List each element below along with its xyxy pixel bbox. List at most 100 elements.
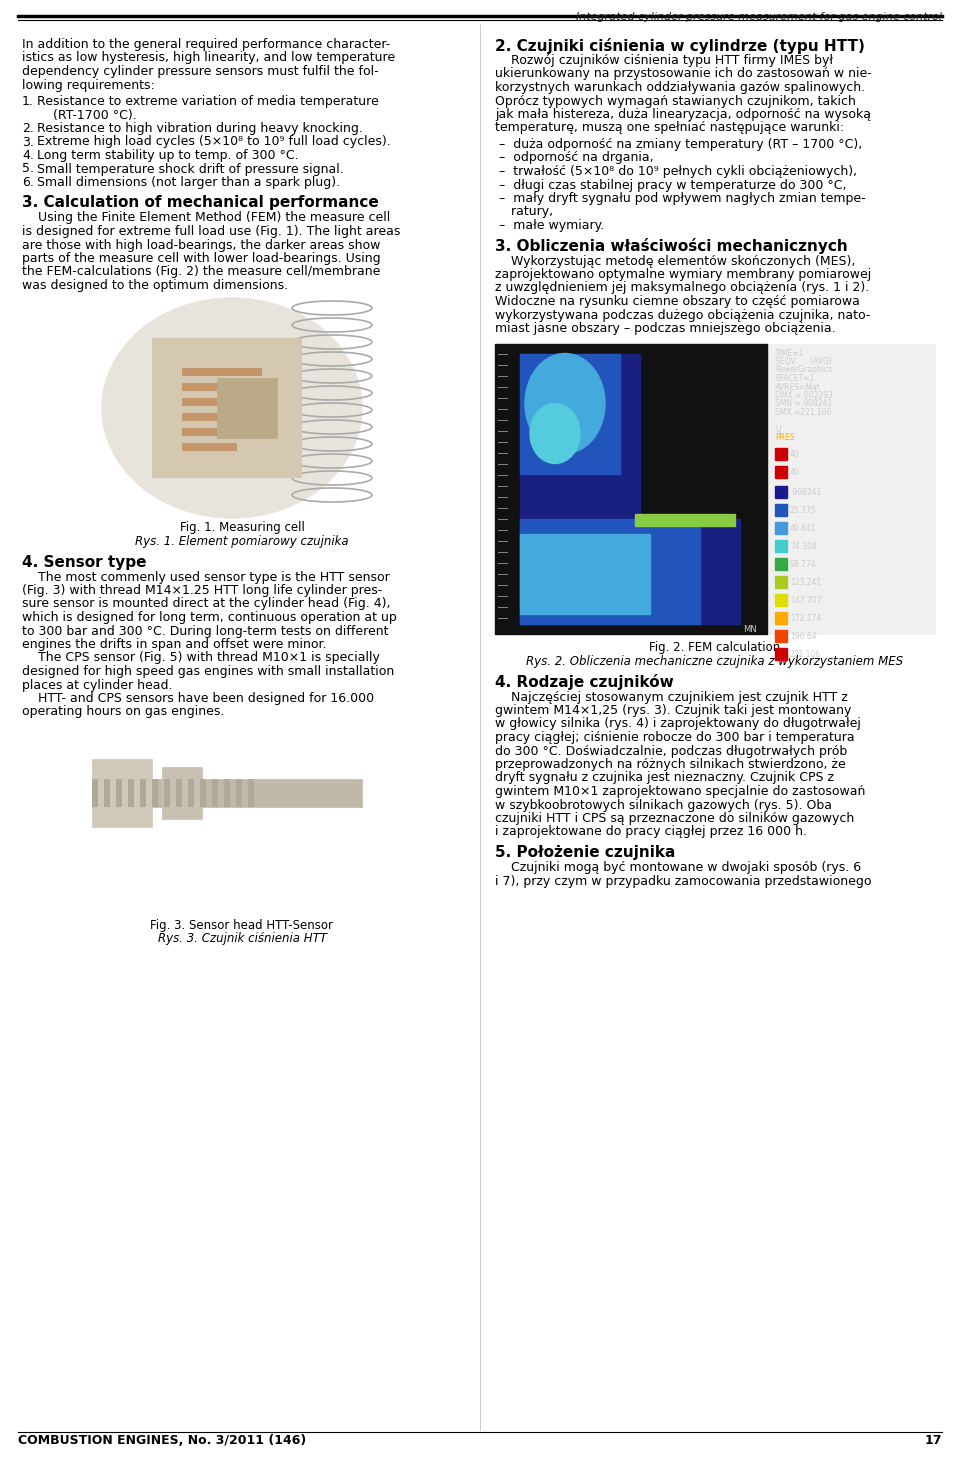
Text: 5.: 5.	[22, 162, 34, 175]
Bar	[182, 383, 232, 390]
Text: przeprowadzonych na różnych silnikach stwierdzono, że: przeprowadzonych na różnych silnikach st…	[495, 757, 846, 770]
Bar	[212, 779, 218, 807]
Bar	[495, 344, 767, 633]
Text: 2.: 2.	[22, 121, 34, 135]
Bar	[775, 594, 787, 607]
Text: –  mały dryft sygnału pod wpływem nagłych zmian tempe-: – mały dryft sygnału pod wpływem nagłych…	[499, 192, 866, 205]
Bar	[775, 447, 787, 461]
Text: DMX =.002293: DMX =.002293	[775, 390, 833, 401]
Text: 40: 40	[790, 468, 800, 477]
Text: 4. Sensor type: 4. Sensor type	[22, 554, 147, 570]
Text: –  małe wymiary.: – małe wymiary.	[499, 219, 604, 232]
Text: i zaprojektowane do pracy ciągłej przez 16 000 h.: i zaprojektowane do pracy ciągłej przez …	[495, 826, 807, 839]
Text: gwintem M10×1 zaprojektowano specjalnie do zastosowań: gwintem M10×1 zaprojektowano specjalnie …	[495, 785, 865, 798]
Bar	[92, 779, 98, 807]
Text: istics as low hysteresis, high linearity, and low temperature: istics as low hysteresis, high linearity…	[22, 51, 396, 64]
Ellipse shape	[102, 298, 362, 518]
Text: 6.: 6.	[22, 175, 34, 189]
Text: to 300 bar and 300 °C. During long-term tests on different: to 300 bar and 300 °C. During long-term …	[22, 624, 389, 637]
Text: In addition to the general required performance character-: In addition to the general required perf…	[22, 38, 391, 51]
Bar	[116, 779, 122, 807]
Text: –  duża odporność na zmiany temperatury (RT – 1700 °C),: – duża odporność na zmiany temperatury (…	[499, 137, 862, 151]
Text: 4. Rodzaje czujników: 4. Rodzaje czujników	[495, 674, 674, 690]
Bar	[152, 779, 158, 807]
Text: Integrated cylinder pressure measurement for gas engine control: Integrated cylinder pressure measurement…	[576, 12, 942, 22]
Bar	[520, 519, 740, 623]
Text: zaprojektowano optymalne wymiary membrany pomiarowej: zaprojektowano optymalne wymiary membran…	[495, 268, 872, 281]
Bar	[775, 466, 787, 478]
Bar	[182, 428, 262, 436]
Text: 221.106: 221.106	[790, 651, 821, 659]
Text: The most commenly used sensor type is the HTT sensor: The most commenly used sensor type is th…	[22, 570, 390, 583]
Bar	[224, 779, 230, 807]
Text: Small temperature shock drift of pressure signal.: Small temperature shock drift of pressur…	[37, 162, 344, 175]
Text: lowing requirements:: lowing requirements:	[22, 79, 155, 92]
Bar	[775, 576, 787, 588]
Text: Fig. 1. Measuring cell: Fig. 1. Measuring cell	[180, 522, 304, 535]
Text: was designed to the optimum dimensions.: was designed to the optimum dimensions.	[22, 279, 288, 292]
Bar	[140, 779, 146, 807]
Text: 3.: 3.	[22, 136, 34, 149]
Text: 3. Calculation of mechanical performance: 3. Calculation of mechanical performance	[22, 196, 379, 211]
Text: SMX =221.106: SMX =221.106	[775, 408, 831, 417]
Text: 49.841: 49.841	[790, 523, 817, 534]
Bar	[775, 558, 787, 570]
Text: MN: MN	[743, 626, 757, 635]
Text: Rozwój czujników ciśnienia typu HTT firmy IMES był: Rozwój czujników ciśnienia typu HTT firm…	[495, 54, 833, 67]
Bar	[520, 354, 640, 623]
Text: SMN =.908241: SMN =.908241	[775, 399, 832, 408]
Text: wykorzystywana podczas dużego obciążenia czujnika, nato-: wykorzystywana podczas dużego obciążenia…	[495, 308, 871, 322]
Bar	[182, 412, 242, 421]
Bar	[775, 504, 787, 516]
Text: 172.174: 172.174	[790, 614, 821, 623]
Bar	[520, 519, 700, 623]
Text: 2. Czujniki ciśnienia w cylindrze (typu HTT): 2. Czujniki ciśnienia w cylindrze (typu …	[495, 38, 865, 54]
Bar	[104, 779, 110, 807]
Bar	[92, 759, 152, 827]
Text: operating hours on gas engines.: operating hours on gas engines.	[22, 706, 225, 718]
Bar	[570, 484, 590, 513]
Bar	[152, 338, 302, 478]
Text: temperaturę, muszą one spełniać następujące warunki:: temperaturę, muszą one spełniać następuj…	[495, 121, 844, 135]
Text: 1.: 1.	[22, 95, 34, 108]
Text: parts of the measure cell with lower load-bearings. Using: parts of the measure cell with lower loa…	[22, 251, 380, 265]
Text: miast jasne obszary – podczas mniejszego obciążenia.: miast jasne obszary – podczas mniejszego…	[495, 322, 835, 335]
Text: PRES: PRES	[775, 434, 795, 443]
Bar	[182, 443, 237, 450]
Text: Rys. 2. Obliczenia mechaniczne czujnika z wykorzystaniem MES: Rys. 2. Obliczenia mechaniczne czujnika …	[526, 655, 903, 668]
Bar	[182, 368, 262, 376]
Text: .908241: .908241	[790, 488, 821, 497]
Bar	[200, 779, 206, 807]
Text: do 300 °C. Doświadczalnie, podczas długotrwałych prób: do 300 °C. Doświadczalnie, podczas długo…	[495, 744, 848, 757]
Text: 25.375: 25.375	[790, 506, 817, 515]
Bar	[236, 779, 242, 807]
Text: pracy ciągłej; ciśnienie robocze do 300 bar i temperatura: pracy ciągłej; ciśnienie robocze do 300 …	[495, 731, 854, 744]
Bar	[162, 768, 202, 819]
Text: The CPS sensor (Fig. 5) with thread M10×1 is specially: The CPS sensor (Fig. 5) with thread M10×…	[22, 652, 380, 665]
Bar	[248, 779, 254, 807]
Ellipse shape	[530, 404, 580, 463]
Text: Small dimensions (not larger than a spark plug).: Small dimensions (not larger than a spar…	[37, 175, 340, 189]
Bar	[520, 534, 650, 614]
Text: sure sensor is mounted direct at the cylinder head (Fig. 4),: sure sensor is mounted direct at the cyl…	[22, 598, 391, 611]
Text: Najczęściej stosowanym czujnikiem jest czujnik HTT z: Najczęściej stosowanym czujnikiem jest c…	[495, 690, 848, 703]
Bar	[635, 513, 735, 525]
Bar	[775, 522, 787, 534]
Text: Long term stability up to temp. of 300 °C.: Long term stability up to temp. of 300 °…	[37, 149, 299, 162]
Text: w szybkoobrotowych silnikach gazowych (rys. 5). Oba: w szybkoobrotowych silnikach gazowych (r…	[495, 798, 832, 811]
Text: ukierunkowany na przystosowanie ich do zastosowań w nie-: ukierunkowany na przystosowanie ich do z…	[495, 67, 872, 80]
Text: which is designed for long term, continuous operation at up: which is designed for long term, continu…	[22, 611, 396, 624]
Bar	[520, 354, 620, 474]
Bar	[188, 779, 194, 807]
Text: w głowicy silnika (rys. 4) i zaprojektowany do długotrwałej: w głowicy silnika (rys. 4) i zaprojektow…	[495, 718, 861, 731]
Text: jak mała histereza, duża linearyzacja, odporność na wysoką: jak mała histereza, duża linearyzacja, o…	[495, 108, 871, 121]
Text: korzystnych warunkach oddziaływania gazów spalinowych.: korzystnych warunkach oddziaływania gazó…	[495, 80, 865, 94]
Bar	[92, 779, 362, 807]
Bar	[495, 344, 935, 633]
Bar	[775, 630, 787, 642]
Text: SEQV      (AVG): SEQV (AVG)	[775, 357, 831, 366]
Text: 98.774: 98.774	[790, 560, 817, 569]
Text: TIME=1: TIME=1	[775, 348, 804, 358]
Ellipse shape	[525, 354, 605, 453]
Text: Fig. 2. FEM calculation: Fig. 2. FEM calculation	[649, 642, 780, 655]
